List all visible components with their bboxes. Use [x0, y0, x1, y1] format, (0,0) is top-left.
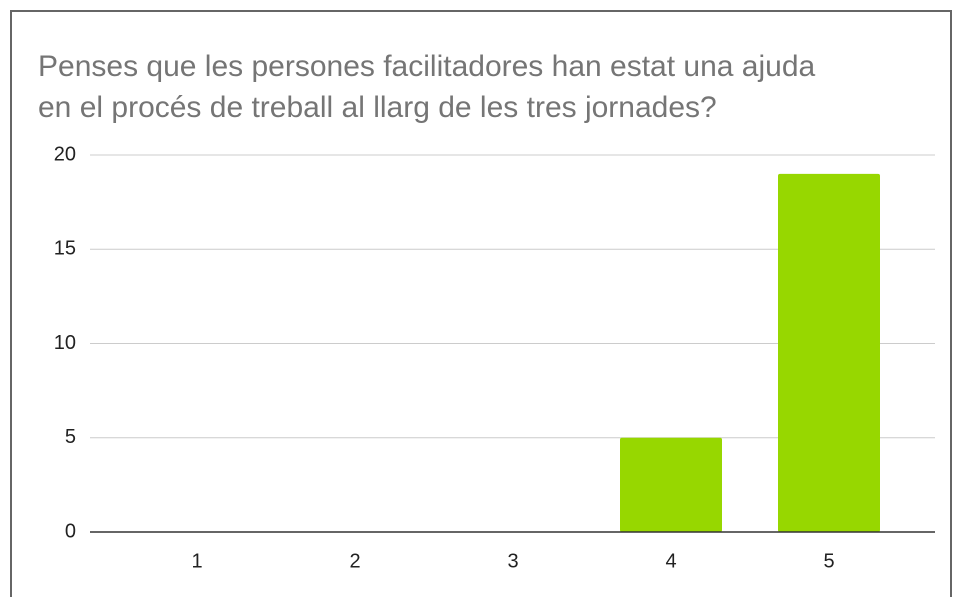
x-tick-label: 2 [349, 550, 360, 572]
chart-title-line: Penses que les persones facilitadores ha… [38, 50, 816, 83]
y-tick-label: 15 [54, 238, 76, 260]
x-tick-label: 1 [191, 550, 202, 572]
frame [10, 10, 952, 597]
x-tick-label: 5 [823, 550, 834, 572]
y-tick-label: 10 [54, 332, 76, 354]
y-tick-label: 20 [54, 143, 76, 165]
y-tick-label: 5 [65, 426, 76, 448]
x-tick-label: 3 [507, 550, 518, 572]
x-tick-label: 4 [665, 550, 676, 572]
bar [620, 437, 722, 532]
bar [778, 173, 880, 532]
chart-title-line: en el procés de treball al llarg de les … [38, 91, 717, 124]
y-tick-label: 0 [65, 520, 76, 542]
